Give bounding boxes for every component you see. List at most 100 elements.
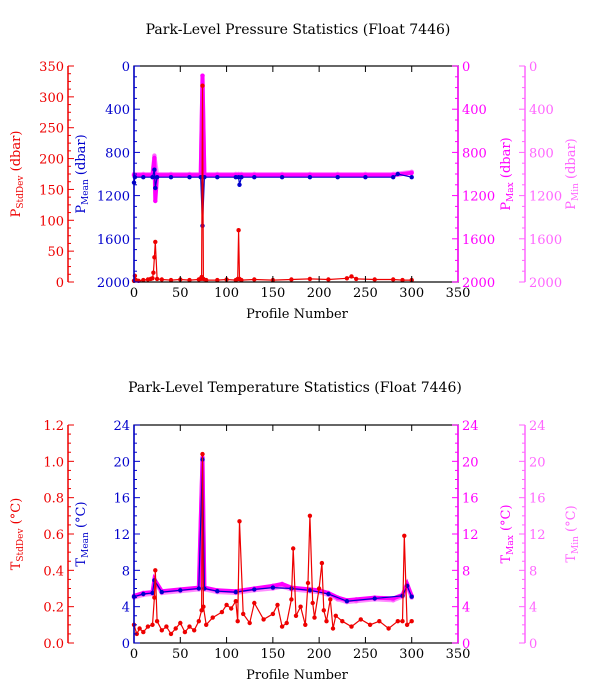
- stddev-point: [145, 624, 151, 629]
- min-series: [131, 459, 414, 605]
- stddev-point: [168, 277, 174, 283]
- min-y-tick-label: 800: [529, 146, 554, 161]
- min-y-axis-label: PMin (dbar): [564, 138, 581, 210]
- stddev-point: [233, 599, 238, 604]
- x-tick-label: 350: [446, 286, 471, 301]
- mean-point: [252, 587, 257, 592]
- mean-point: [344, 599, 350, 604]
- mean-y-tick-label: 20: [113, 455, 130, 470]
- mean-point: [152, 167, 157, 172]
- stddev-point: [229, 606, 234, 611]
- stddev-y-tick-label: 0: [56, 276, 64, 291]
- stddev-point: [395, 619, 400, 624]
- mean-point: [409, 175, 414, 180]
- mean-series: [131, 457, 414, 604]
- stddev-point: [168, 631, 174, 637]
- stddev-point: [154, 619, 160, 624]
- x-tick-label: 250: [353, 286, 378, 301]
- stddev-point: [303, 622, 308, 627]
- stddev-point: [312, 615, 317, 620]
- x-tick-label: 300: [399, 286, 424, 301]
- min-y-tick-label: 24: [529, 419, 546, 434]
- mean-point: [233, 589, 238, 595]
- mean-point: [150, 590, 155, 596]
- x-tick-label: 350: [446, 647, 471, 662]
- stddev-point: [349, 624, 354, 629]
- stddev-point: [187, 624, 192, 629]
- stddev-series: [131, 451, 414, 637]
- x-tick-label: 0: [130, 286, 138, 301]
- max-y-tick-label: 24: [462, 419, 479, 434]
- mean-point: [150, 175, 155, 180]
- stddev-point: [141, 629, 146, 635]
- stddev-y-tick-label: 1.2: [43, 419, 64, 434]
- stddev-point: [137, 626, 142, 631]
- stddev-point: [235, 619, 240, 624]
- mean-point: [395, 171, 400, 177]
- stddev-y-tick-label: 200: [39, 153, 64, 168]
- stddev-point: [289, 277, 294, 282]
- x-tick-label: 250: [353, 647, 378, 662]
- stddev-y-tick-label: 150: [39, 183, 64, 198]
- stddev-y-tick-label: 100: [39, 214, 64, 229]
- stddev-point: [141, 277, 146, 283]
- stddev-y-tick-label: 0.8: [43, 492, 64, 507]
- mean-point: [154, 175, 160, 180]
- mean-point: [409, 594, 414, 599]
- stddev-point: [215, 277, 220, 283]
- max-point: [279, 581, 285, 587]
- stddev-point: [291, 546, 296, 551]
- mean-point: [237, 182, 242, 187]
- stddev-point: [307, 276, 313, 282]
- mean-point: [372, 596, 377, 601]
- mean-point: [215, 175, 220, 180]
- stddev-y-tick-label: 0.0: [43, 637, 64, 652]
- mean-y-tick-label: 1600: [97, 233, 130, 248]
- series-layer: [131, 451, 414, 637]
- max-y-tick-label: 20: [462, 455, 479, 470]
- max-y-tick-label: 1200: [462, 190, 495, 205]
- stddev-point: [192, 628, 197, 633]
- max-point: [200, 73, 205, 78]
- max-series-line: [134, 75, 412, 202]
- axes-layer: 0 50 100 150 200 250 300 350 0 50 100 150 200 250 300 3…: [9, 60, 581, 301]
- mean-y-tick-label: 0: [122, 637, 130, 652]
- stddev-y-tick-label: 0.4: [43, 564, 64, 579]
- stddev-y-tick-label: 1.0: [43, 455, 64, 470]
- mean-y-tick-label: 0: [122, 60, 130, 75]
- stddev-point: [386, 626, 391, 631]
- stddev-y-tick-label: 350: [39, 60, 64, 75]
- mean-point: [270, 585, 276, 590]
- min-y-tick-label: 4: [529, 601, 537, 616]
- stddev-point: [310, 600, 315, 606]
- stddev-point: [252, 600, 257, 606]
- stddev-point: [409, 619, 414, 624]
- mean-point: [239, 175, 244, 180]
- max-y-tick-label: 2000: [462, 276, 495, 291]
- stddev-point: [152, 595, 157, 600]
- max-y-tick-label: 400: [462, 103, 487, 118]
- stddev-series-line: [133, 454, 413, 636]
- stddev-point: [391, 277, 396, 282]
- stddev-point: [153, 239, 158, 245]
- stddev-series-line: [133, 85, 412, 282]
- x-tick-label: 300: [399, 647, 424, 662]
- stddev-y-axis-label: PStdDev (dbar): [9, 131, 26, 218]
- max-point: [409, 170, 414, 176]
- stddev-point: [201, 604, 206, 609]
- min-y-tick-label: 2000: [529, 276, 562, 291]
- stddev-y-tick-label: 0.6: [43, 528, 64, 543]
- mean-point: [159, 589, 164, 595]
- stddev-point: [210, 615, 215, 620]
- mean-y-tick-label: 16: [113, 492, 130, 507]
- min-y-tick-label: 0: [529, 637, 537, 652]
- x-tick-label: 200: [307, 647, 332, 662]
- stddev-point: [275, 602, 280, 608]
- min-y-tick-label: 12: [529, 528, 546, 543]
- stddev-point: [200, 83, 205, 88]
- max-y-tick-label: 8: [462, 564, 470, 579]
- min-y-tick-label: 16: [529, 492, 546, 507]
- stddev-point: [153, 568, 158, 573]
- mean-y-tick-label: 8: [122, 564, 130, 579]
